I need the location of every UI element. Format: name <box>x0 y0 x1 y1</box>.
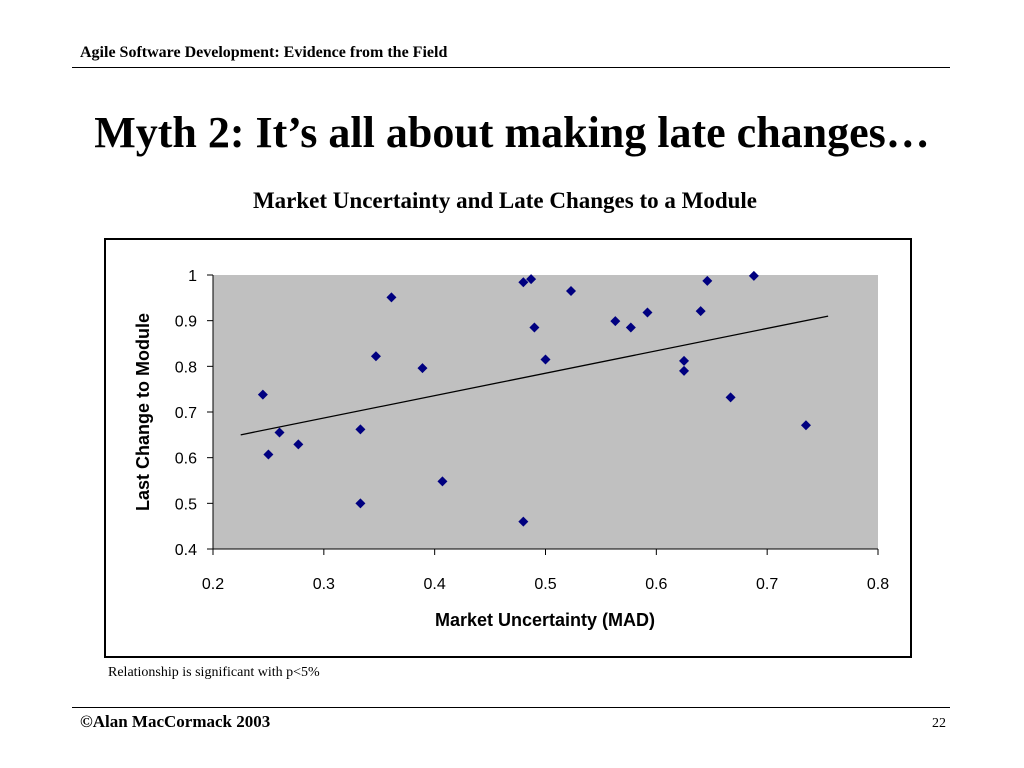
header-rule <box>72 67 950 68</box>
copyright: ©Alan MacCormack 2003 <box>80 712 271 731</box>
slide-title: Myth 2: It’s all about making late chang… <box>94 108 930 157</box>
header-text: Agile Software Development: Evidence fro… <box>80 44 448 61</box>
footer-rule <box>72 707 950 708</box>
chart-title: Market Uncertainty and Late Changes to a… <box>252 188 758 213</box>
chart-frame <box>104 238 912 658</box>
significance-note: Relationship is significant with p<5% <box>108 665 320 680</box>
page-number: 22 <box>932 716 946 731</box>
